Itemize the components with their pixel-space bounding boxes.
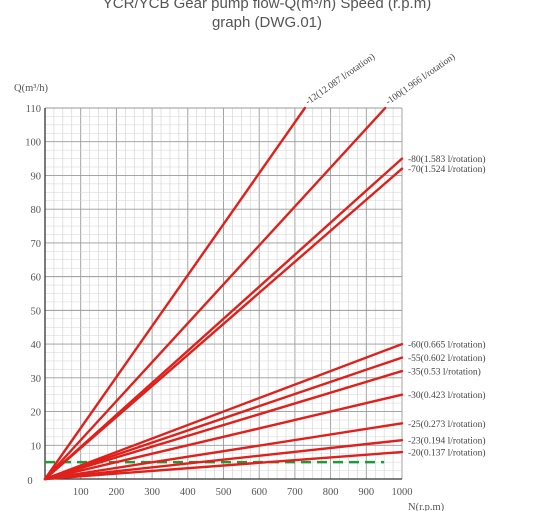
series-label: -55(0.602 l/rotation) <box>408 353 486 364</box>
series-line <box>43 157 404 481</box>
tick-labels: 0 100 200 300 400 500 600 700 800 900 1000 10 20 30 40… <box>25 104 412 498</box>
x-tick-label: 900 <box>358 487 374 498</box>
series-label: -80(1.583 l/rotation) <box>408 154 486 165</box>
x-tick-label: 1000 <box>392 487 413 498</box>
y-tick-label: 70 <box>31 239 42 250</box>
series-line <box>43 167 404 481</box>
series-line <box>43 422 404 481</box>
y-tick-label: 90 <box>31 171 42 182</box>
series-line <box>43 369 404 481</box>
series-line <box>43 393 404 481</box>
x-axis-label: N(r.p.m) <box>408 502 445 511</box>
series-line <box>43 106 387 481</box>
chart-title-line1: YCR/YCB Gear pump flow-Q(m³/h) Speed (r.… <box>102 0 432 12</box>
series-label: -60(0.665 l/rotation) <box>408 340 486 351</box>
series-label: -23(0.194 l/rotation) <box>408 436 486 447</box>
x-tick-label: 0 <box>27 476 32 487</box>
y-axis-label: Q(m³/h) <box>14 83 49 94</box>
y-tick-label: 20 <box>31 408 42 419</box>
series-label: -25(0.273 l/rotation) <box>408 419 486 430</box>
x-tick-label: 300 <box>144 487 160 498</box>
y-tick-label: 10 <box>31 441 42 452</box>
y-tick-label: 110 <box>26 104 41 115</box>
series-line <box>43 356 404 481</box>
series-line <box>43 342 404 481</box>
x-tick-label: 200 <box>109 487 125 498</box>
series-label: -35(0.53 l/rotation) <box>408 367 481 378</box>
chart-title-line2: graph (DWG.01) <box>211 14 323 31</box>
grid <box>44 107 403 480</box>
y-tick-label: 80 <box>31 205 42 216</box>
series-label: -12(12.087 l/rotation) <box>303 51 377 107</box>
axes <box>44 108 402 480</box>
series-label: -30(0.423 l/rotation) <box>408 390 486 401</box>
y-tick-label: 50 <box>31 306 42 317</box>
y-tick-label: 100 <box>25 138 41 149</box>
series-label: -100(1.966 l/rotation) <box>384 51 458 107</box>
y-tick-label: 30 <box>31 374 42 385</box>
series-line <box>43 450 404 481</box>
x-tick-label: 600 <box>251 487 267 498</box>
y-tick-label: 60 <box>31 273 42 284</box>
y-tick-label: 40 <box>31 340 42 351</box>
series-lines <box>43 106 404 481</box>
x-tick-label: 700 <box>287 487 303 498</box>
x-tick-label: 800 <box>323 487 339 498</box>
x-tick-label: 400 <box>180 487 196 498</box>
x-tick-label: 500 <box>216 487 232 498</box>
x-tick-label: 100 <box>73 487 89 498</box>
series-line <box>43 439 404 481</box>
series-line <box>43 106 307 481</box>
series-label: -70(1.524 l/rotation) <box>408 164 486 175</box>
series-label: -20(0.137 l/rotation) <box>408 448 486 459</box>
chart-title: YCR/YCB Gear pump flow-Q(m³/h) Speed (r.… <box>0 0 534 32</box>
